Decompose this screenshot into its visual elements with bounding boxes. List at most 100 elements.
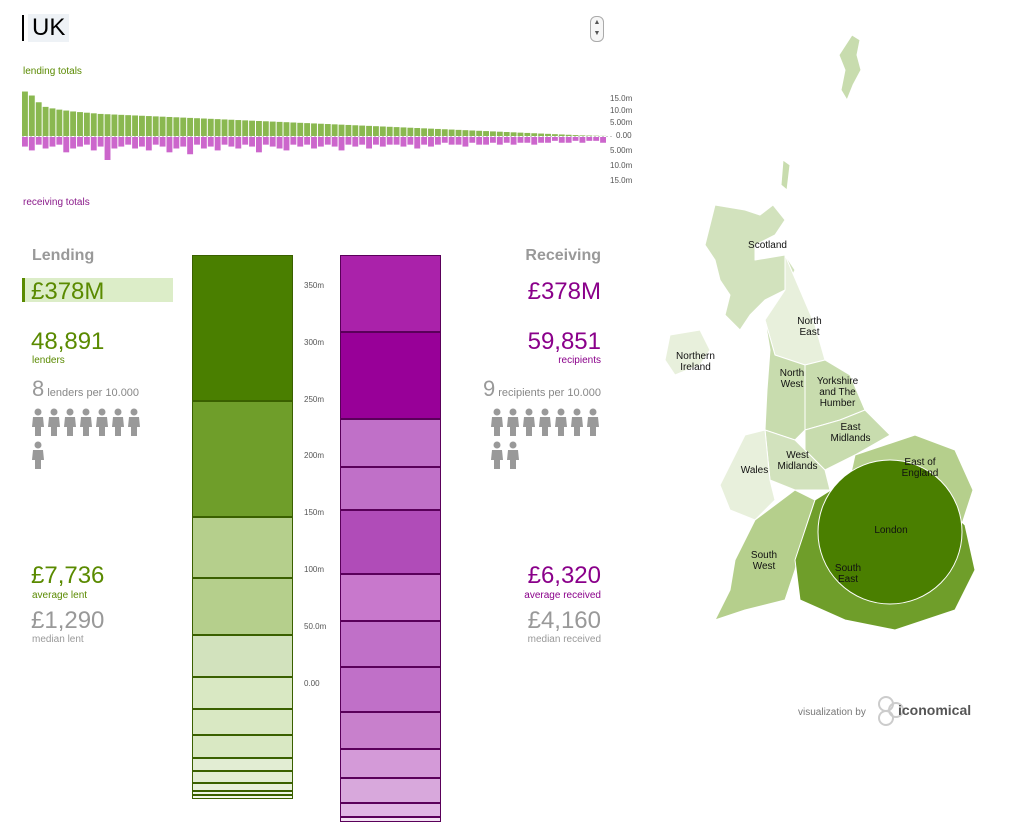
receiving-bar[interactable]: [105, 137, 111, 160]
receiving-bar[interactable]: [91, 137, 97, 150]
receiving-bar[interactable]: [77, 137, 83, 147]
receiving-bar[interactable]: [50, 137, 56, 147]
lending-bar[interactable]: [504, 132, 510, 136]
lending-bar[interactable]: [263, 121, 269, 136]
lending-bar[interactable]: [290, 123, 296, 136]
lending-segment[interactable]: [192, 771, 293, 782]
region-shetland[interactable]: [839, 35, 861, 100]
spin-up-icon[interactable]: ▲: [591, 17, 603, 28]
receiving-bar[interactable]: [167, 137, 173, 152]
receiving-bar[interactable]: [277, 137, 283, 149]
lending-bar[interactable]: [105, 114, 111, 136]
lending-segment[interactable]: [192, 255, 293, 401]
spin-down-icon[interactable]: ▼: [591, 28, 603, 39]
receiving-bar[interactable]: [153, 137, 159, 145]
receiving-bar[interactable]: [304, 137, 310, 145]
lending-bar[interactable]: [77, 112, 83, 136]
receiving-bar[interactable]: [194, 137, 200, 145]
receiving-bar[interactable]: [70, 137, 76, 149]
lending-bar[interactable]: [538, 134, 544, 136]
lending-bar[interactable]: [449, 130, 455, 136]
lending-segment[interactable]: [192, 709, 293, 735]
lending-segment[interactable]: [192, 795, 293, 798]
lending-bar[interactable]: [118, 115, 124, 136]
lending-bar[interactable]: [428, 129, 434, 136]
receiving-bar[interactable]: [228, 137, 234, 147]
lending-bar[interactable]: [160, 117, 166, 136]
lending-bar[interactable]: [345, 125, 351, 136]
lending-bar[interactable]: [222, 119, 228, 136]
receiving-bar[interactable]: [263, 137, 269, 145]
lending-bar[interactable]: [490, 131, 496, 136]
lending-bar[interactable]: [359, 126, 365, 136]
receiving-bar[interactable]: [345, 137, 351, 145]
lending-bar[interactable]: [91, 113, 97, 136]
receiving-bar[interactable]: [373, 137, 379, 145]
receiving-bar[interactable]: [401, 137, 407, 147]
receiving-bar[interactable]: [414, 137, 420, 149]
receiving-bar[interactable]: [284, 137, 290, 150]
lending-bar[interactable]: [573, 135, 579, 136]
receiving-bar[interactable]: [511, 137, 517, 145]
lending-bar[interactable]: [401, 127, 407, 136]
receiving-bar[interactable]: [173, 137, 179, 149]
receiving-bar[interactable]: [366, 137, 372, 149]
receiving-segment[interactable]: [340, 255, 441, 332]
lending-bar[interactable]: [70, 111, 76, 136]
receiving-bar[interactable]: [311, 137, 317, 149]
lending-bar[interactable]: [531, 133, 537, 136]
lending-bar[interactable]: [579, 135, 585, 136]
receiving-bar[interactable]: [359, 137, 365, 145]
receiving-bar[interactable]: [380, 137, 386, 147]
lending-bar[interactable]: [366, 126, 372, 136]
receiving-bar[interactable]: [421, 137, 427, 145]
receiving-bar[interactable]: [573, 137, 579, 141]
receiving-bar[interactable]: [339, 137, 345, 150]
receiving-bar[interactable]: [222, 137, 228, 145]
receiving-bar[interactable]: [566, 137, 572, 143]
receiving-bar[interactable]: [180, 137, 186, 147]
lending-bar[interactable]: [284, 122, 290, 136]
lending-bar[interactable]: [125, 115, 131, 136]
lending-bar[interactable]: [29, 96, 35, 136]
lending-bar[interactable]: [394, 127, 400, 136]
receiving-bar[interactable]: [456, 137, 462, 145]
lending-bar[interactable]: [311, 123, 317, 136]
lending-bar[interactable]: [566, 135, 572, 136]
lending-segment[interactable]: [192, 783, 293, 791]
receiving-segment[interactable]: [340, 749, 441, 779]
receiving-bar[interactable]: [56, 137, 62, 145]
receiving-bar[interactable]: [538, 137, 544, 143]
lending-segment[interactable]: [192, 517, 293, 578]
receiving-segment[interactable]: [340, 712, 441, 748]
lending-bar[interactable]: [270, 122, 276, 136]
receiving-bar[interactable]: [63, 137, 69, 152]
receiving-segment[interactable]: [340, 510, 441, 574]
lending-bar[interactable]: [545, 134, 551, 136]
receiving-bar[interactable]: [531, 137, 537, 145]
lending-bar[interactable]: [435, 129, 441, 136]
region-spinner[interactable]: ▲ ▼: [590, 16, 604, 42]
lending-bar[interactable]: [173, 117, 179, 136]
receiving-bar[interactable]: [600, 137, 606, 143]
receiving-bar[interactable]: [125, 137, 131, 145]
receiving-segment[interactable]: [340, 778, 441, 803]
receiving-bar[interactable]: [318, 137, 324, 147]
lending-bar[interactable]: [201, 119, 207, 136]
receiving-segment[interactable]: [340, 332, 441, 418]
region-orkney[interactable]: [781, 160, 790, 190]
lending-bar[interactable]: [22, 92, 28, 136]
lending-bar[interactable]: [407, 128, 413, 136]
receiving-bar[interactable]: [215, 137, 221, 150]
receiving-bar[interactable]: [118, 137, 124, 147]
lending-bar[interactable]: [36, 102, 42, 136]
receiving-bar[interactable]: [187, 137, 193, 154]
receiving-bar[interactable]: [325, 137, 331, 145]
lending-bar[interactable]: [518, 133, 524, 136]
receiving-segment[interactable]: [340, 621, 441, 667]
receiving-bar[interactable]: [428, 137, 434, 147]
receiving-bar[interactable]: [586, 137, 592, 141]
receiving-segment[interactable]: [340, 803, 441, 817]
receiving-bar[interactable]: [139, 137, 145, 147]
receiving-bar[interactable]: [84, 137, 90, 145]
